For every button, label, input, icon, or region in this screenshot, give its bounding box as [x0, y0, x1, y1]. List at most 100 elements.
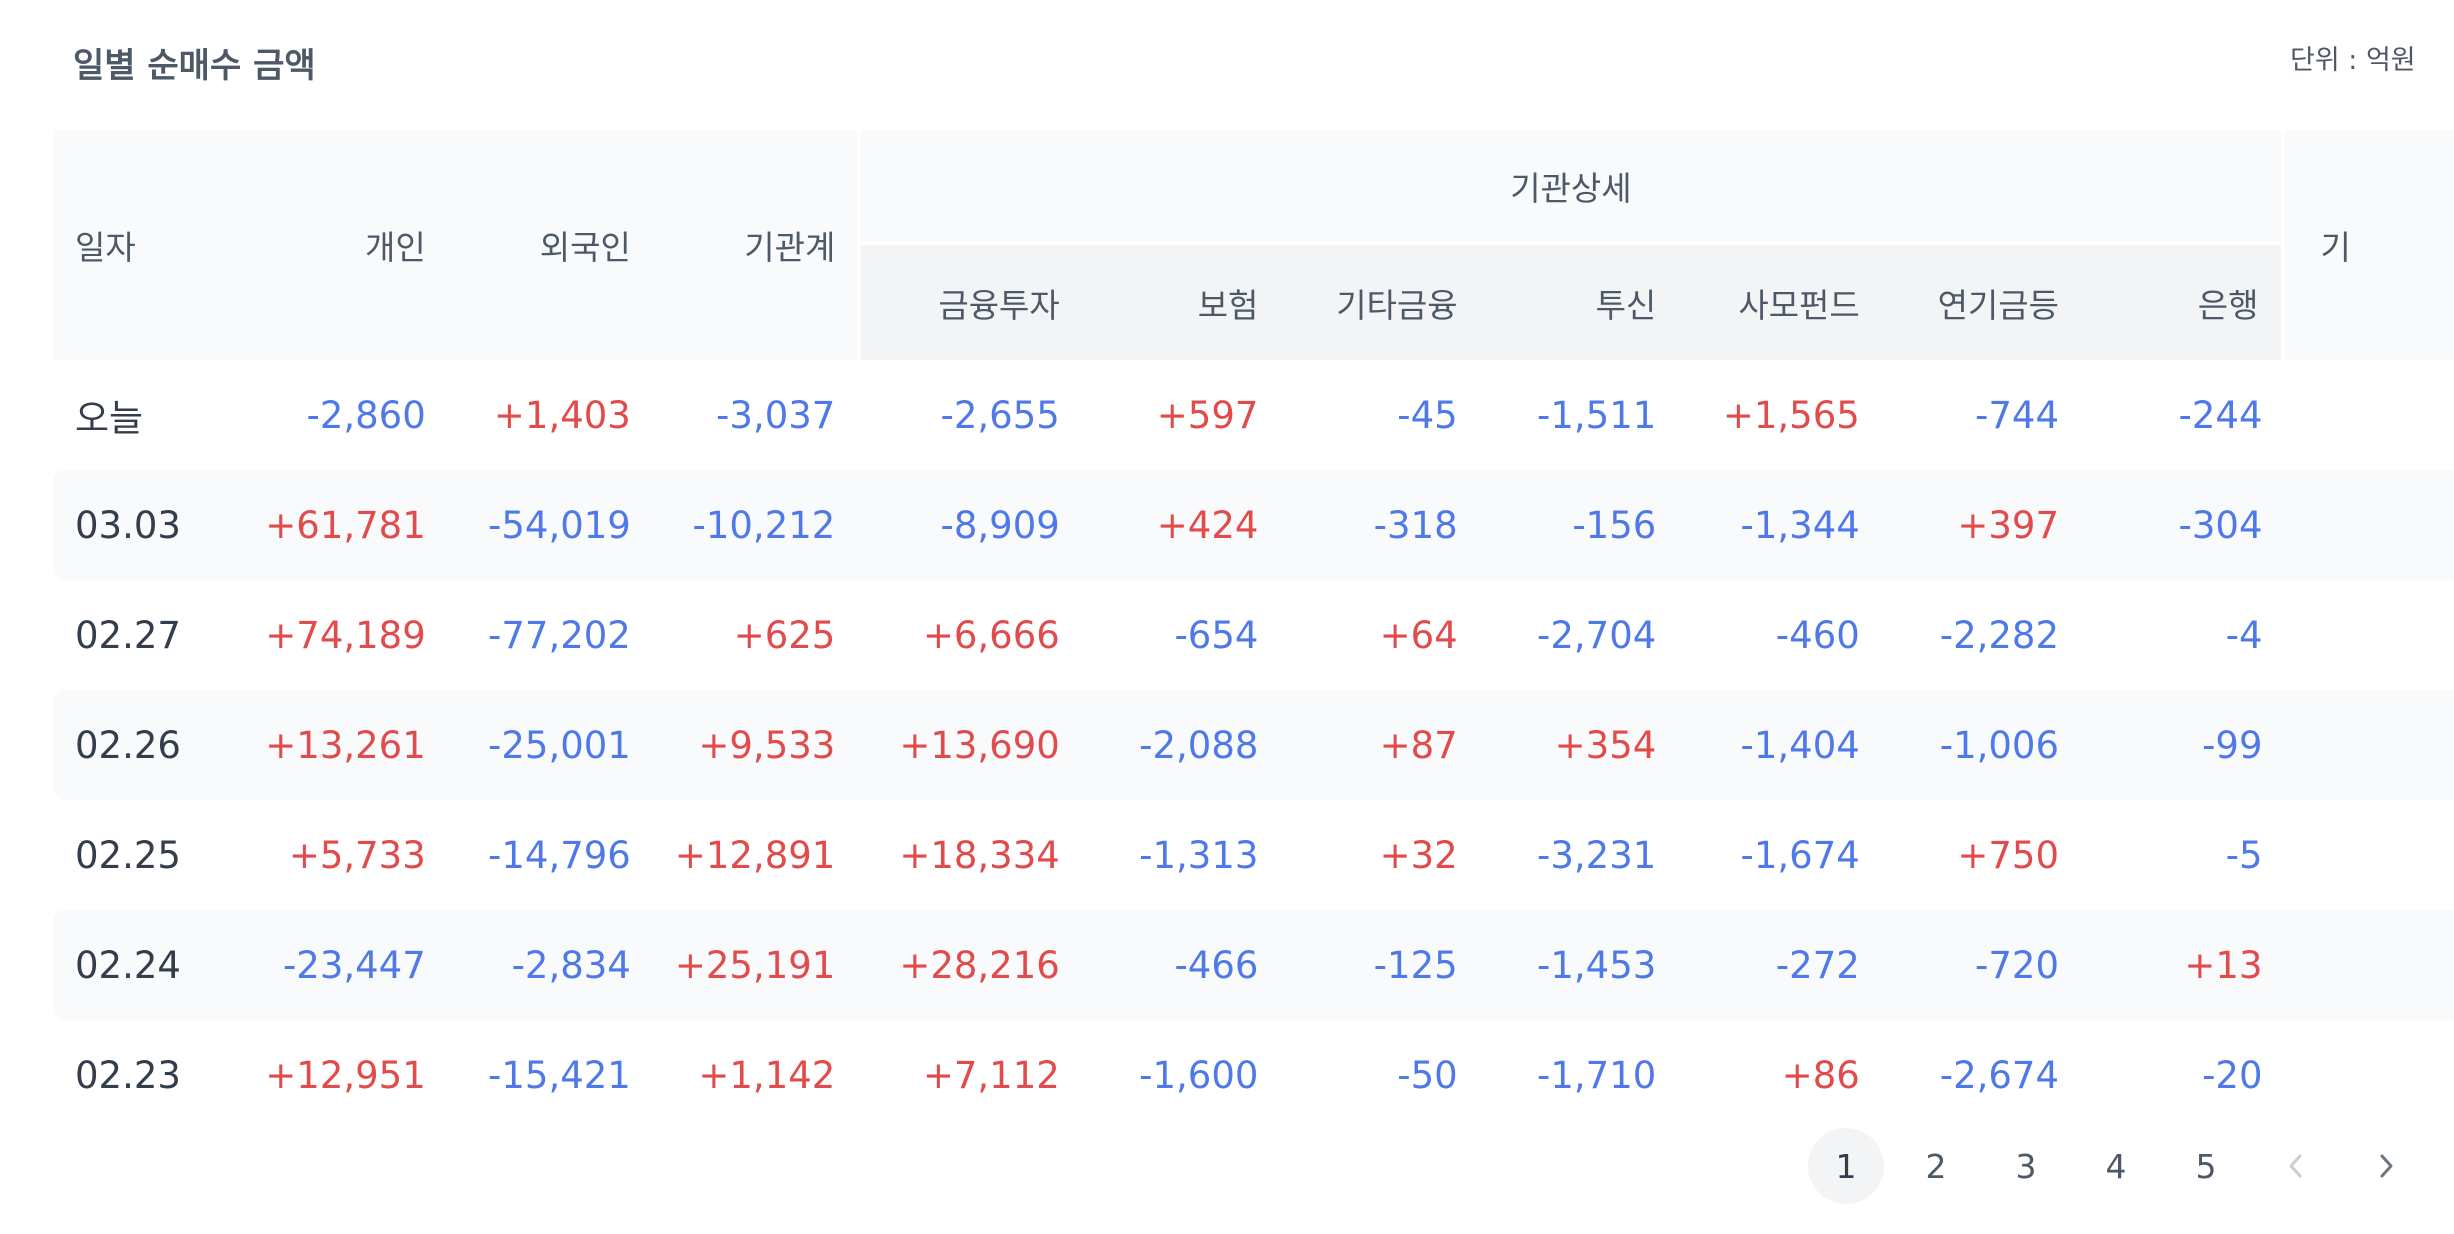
header-institution-total: 기관계: [652, 130, 858, 360]
cell-other-finance: -50: [1397, 1053, 1458, 1097]
cell-pension: -2,674: [1939, 1053, 2060, 1097]
cell-extra: [2285, 1020, 2454, 1120]
cell-financial-investment: +18,334: [899, 833, 1060, 877]
cell-investment-trust: -2,704: [1537, 613, 1657, 657]
header-foreign: 외국인: [447, 130, 653, 360]
cell-date: 02.25: [75, 833, 181, 877]
cell-institution-total: +9,533: [652, 690, 858, 800]
cell-institution-total: +25,191: [652, 910, 858, 1020]
cell-bank: -20: [2202, 1053, 2263, 1097]
cell-foreign: +1,403: [493, 393, 631, 437]
header-extra-column: 기: [2284, 130, 2454, 360]
cell-bank: +13: [2081, 910, 2285, 1020]
header-private-fund: 사모펀드: [1678, 245, 1882, 360]
cell-insurance: -466: [1081, 910, 1281, 1020]
table-row: 02.27 +74,189 -77,202 +625 +6,666 -654 +64 -2,7…: [53, 580, 2454, 690]
page-button-2[interactable]: 2: [1925, 1146, 1947, 1186]
cell-investment-trust: -156: [1479, 470, 1679, 580]
cell-institution-total: -3,037: [716, 393, 836, 437]
cell-other-finance: -45: [1397, 393, 1458, 437]
table-container[interactable]: 일자 개인 외국인 기관계 기관상세 기 금융투자 보험 기타금융 투신 사모펀…: [53, 130, 2454, 1120]
cell-bank: -99: [2081, 690, 2285, 800]
header-individual: 개인: [239, 130, 448, 360]
cell-investment-trust: -1,453: [1479, 910, 1679, 1020]
cell-foreign: -25,001: [447, 690, 653, 800]
cell-private-fund: -1,344: [1678, 470, 1882, 580]
cell-date: 02.24: [53, 910, 240, 1020]
header-date: 일자: [53, 130, 240, 360]
cell-insurance: -2,088: [1081, 690, 1281, 800]
table-row: 02.23 +12,951 -15,421 +1,142 +7,112 -1,600 -50…: [53, 1020, 2454, 1120]
cell-extra: [2285, 360, 2454, 470]
header-financial-investment: 금융투자: [857, 245, 1082, 360]
header-pension: 연기금등: [1881, 245, 2082, 360]
cell-financial-investment: +28,216: [857, 910, 1082, 1020]
cell-financial-investment: -8,909: [857, 470, 1082, 580]
cell-institution-total: +1,142: [698, 1053, 836, 1097]
daily-net-buying-table: 일자 개인 외국인 기관계 기관상세 기 금융투자 보험 기타금융 투신 사모펀…: [53, 130, 2454, 1120]
cell-date: 02.26: [53, 690, 240, 800]
cell-date: 오늘: [75, 397, 144, 440]
cell-individual: +61,781: [239, 470, 448, 580]
cell-institution-total: -10,212: [652, 470, 858, 580]
page-button-4[interactable]: 4: [2105, 1146, 2127, 1186]
unit-label: 단위 : 억원: [2290, 45, 2416, 76]
cell-financial-investment: -2,655: [940, 393, 1060, 437]
cell-pension: -720: [1881, 910, 2082, 1020]
cell-other-finance: +87: [1280, 690, 1480, 800]
chevron-right-icon[interactable]: [2348, 1128, 2424, 1204]
page-button-1[interactable]: 1: [1808, 1128, 1884, 1204]
page-button-5[interactable]: 5: [2195, 1146, 2217, 1186]
cell-individual: +74,189: [265, 613, 426, 657]
header-insurance: 보험: [1081, 245, 1281, 360]
cell-pension: -1,006: [1881, 690, 2082, 800]
cell-pension: -744: [1975, 393, 2060, 437]
cell-investment-trust: -3,231: [1537, 833, 1657, 877]
cell-insurance: -1,313: [1139, 833, 1259, 877]
header-other-finance: 기타금융: [1280, 245, 1480, 360]
header-institution-detail-group: 기관상세: [857, 130, 2285, 245]
cell-individual: -23,447: [239, 910, 448, 1020]
cell-individual: +12,951: [265, 1053, 426, 1097]
cell-bank: -304: [2081, 470, 2285, 580]
cell-individual: +13,261: [239, 690, 448, 800]
cell-financial-investment: +6,666: [922, 613, 1060, 657]
cell-insurance: +424: [1081, 470, 1281, 580]
table-row: 02.24 -23,447 -2,834 +25,191 +28,216 -466 -125…: [53, 910, 2454, 1020]
cell-private-fund: -460: [1775, 613, 1860, 657]
table-row: 03.03 +61,781 -54,019 -10,212 -8,909 +424 -318…: [53, 470, 2454, 580]
cell-bank: -5: [2225, 833, 2263, 877]
cell-foreign: -14,796: [488, 833, 631, 877]
chevron-left-icon[interactable]: [2258, 1128, 2334, 1204]
cell-other-finance: -318: [1280, 470, 1480, 580]
cell-individual: +5,733: [288, 833, 426, 877]
cell-pension: -2,282: [1939, 613, 2060, 657]
cell-other-finance: -125: [1280, 910, 1480, 1020]
cell-date: 02.23: [75, 1053, 181, 1097]
cell-private-fund: +1,565: [1722, 393, 1860, 437]
cell-date: 02.27: [75, 613, 181, 657]
cell-foreign: -15,421: [488, 1053, 631, 1097]
cell-extra: [2284, 690, 2454, 800]
cell-private-fund: -1,404: [1678, 690, 1882, 800]
cell-institution-total: +625: [733, 613, 836, 657]
cell-investment-trust: -1,511: [1537, 393, 1657, 437]
cell-pension: +397: [1881, 470, 2082, 580]
cell-private-fund: +86: [1781, 1053, 1860, 1097]
cell-bank: -4: [2225, 613, 2263, 657]
cell-insurance: -1,600: [1139, 1053, 1259, 1097]
table-row: 오늘 -2,860 +1,403 -3,037 -2,655 +597 -45 -1,511 +…: [53, 360, 2454, 470]
section-title: 일별 순매수 금액: [73, 46, 316, 86]
cell-other-finance: +64: [1379, 613, 1458, 657]
cell-foreign: -77,202: [488, 613, 631, 657]
cell-foreign: -54,019: [447, 470, 653, 580]
page-button-3[interactable]: 3: [2015, 1146, 2037, 1186]
cell-extra: [2285, 580, 2454, 690]
cell-extra: [2284, 470, 2454, 580]
cell-bank: -244: [2178, 393, 2263, 437]
cell-financial-investment: +7,112: [922, 1053, 1060, 1097]
cell-institution-total: +12,891: [674, 833, 836, 877]
cell-other-finance: +32: [1379, 833, 1458, 877]
cell-private-fund: -272: [1678, 910, 1882, 1020]
